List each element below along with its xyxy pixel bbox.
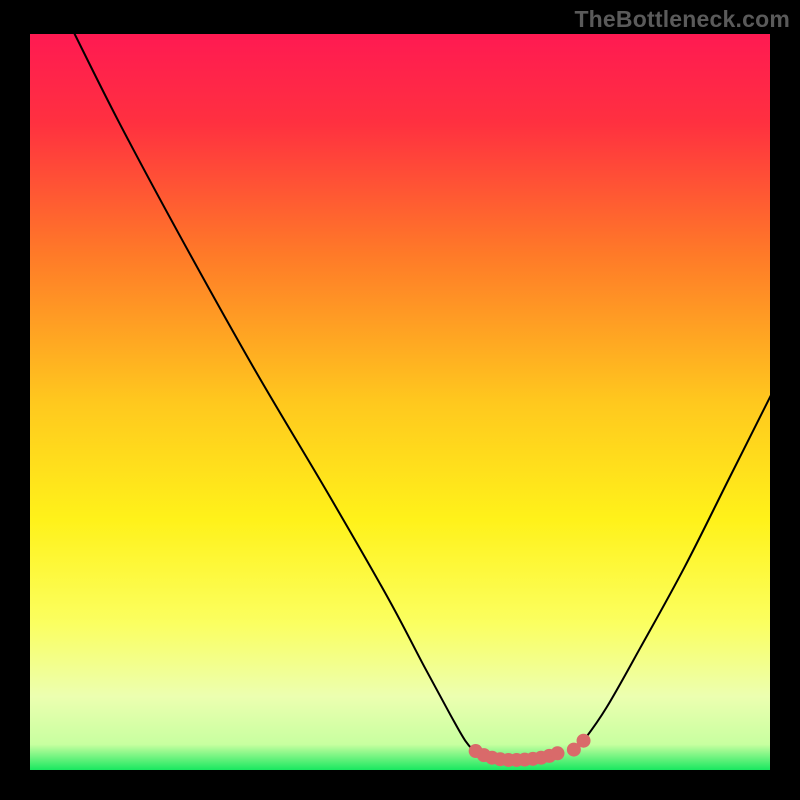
valley-dot — [577, 734, 591, 748]
curve-left — [75, 34, 475, 752]
plot-frame — [28, 32, 772, 772]
valley-dot — [551, 746, 565, 760]
chart-overlay — [30, 34, 774, 774]
watermark-text: TheBottleneck.com — [574, 6, 790, 33]
chart-stage: TheBottleneck.com — [0, 0, 800, 800]
curve-right — [575, 389, 774, 749]
